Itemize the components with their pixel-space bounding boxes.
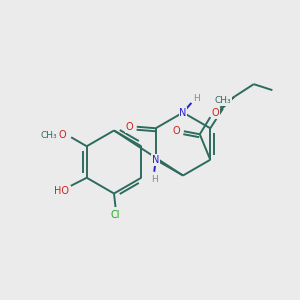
Text: O: O bbox=[212, 108, 220, 118]
Text: CH₃: CH₃ bbox=[214, 96, 231, 105]
Text: O: O bbox=[173, 126, 181, 136]
Text: CH₃: CH₃ bbox=[41, 131, 58, 140]
Text: O: O bbox=[126, 122, 134, 132]
Text: HO: HO bbox=[54, 186, 69, 196]
Text: H: H bbox=[194, 94, 200, 103]
Text: N: N bbox=[152, 155, 159, 165]
Text: H: H bbox=[151, 175, 158, 184]
Text: N: N bbox=[179, 107, 187, 118]
Text: Cl: Cl bbox=[111, 209, 120, 220]
Text: O: O bbox=[58, 130, 66, 140]
